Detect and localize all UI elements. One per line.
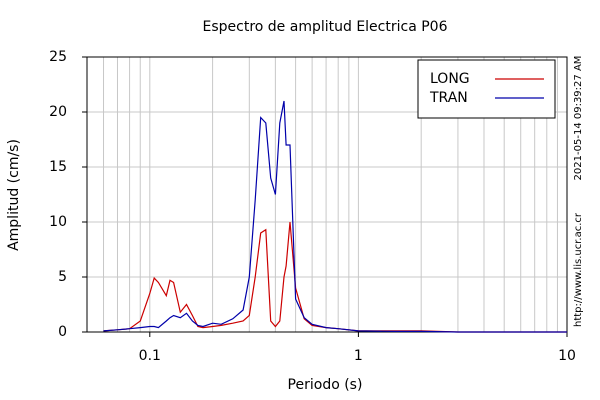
y-tick-label: 10 — [49, 214, 67, 230]
legend-label: TRAN — [429, 90, 468, 106]
chart-title: Espectro de amplitud Electrica P06 — [203, 19, 448, 35]
y-tick-label: 20 — [49, 104, 67, 120]
x-tick-label: 1 — [354, 348, 363, 364]
x-axis-label: Periodo (s) — [288, 377, 363, 393]
source-url: http://www.lis.ucr.ac.cr — [573, 212, 584, 327]
x-tick-label: 10 — [558, 348, 576, 364]
series-line — [103, 100, 567, 333]
plot-frame — [86, 56, 568, 333]
y-tick-label: 5 — [58, 269, 67, 285]
legend-box — [417, 59, 556, 119]
y-axis-label: Amplitud (cm/s) — [6, 139, 22, 251]
y-tick-label: 0 — [58, 324, 67, 340]
timestamp: 2021-05-14 09:39:27 AM — [573, 56, 584, 181]
y-tick-label: 25 — [49, 49, 67, 65]
legend-label: LONG — [430, 71, 470, 87]
y-tick-label: 15 — [49, 159, 67, 175]
x-tick-label: 0.1 — [139, 348, 161, 364]
